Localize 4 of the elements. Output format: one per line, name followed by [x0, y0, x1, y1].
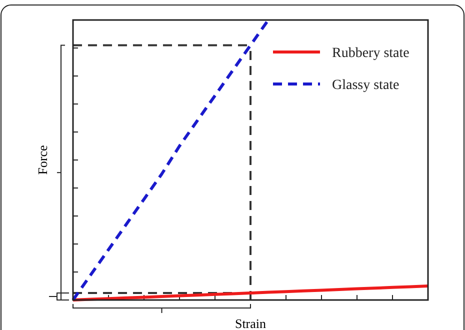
legend-label: Rubbery state: [332, 46, 410, 61]
x-axis-title: Strain: [234, 316, 267, 330]
y-axis-title: Force: [35, 144, 50, 175]
legend-label: Glassy state: [332, 78, 400, 93]
